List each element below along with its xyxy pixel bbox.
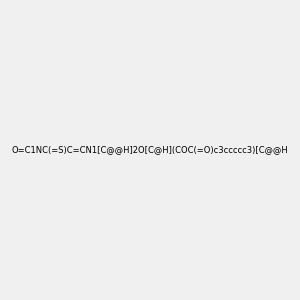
Text: O=C1NC(=S)C=CN1[C@@H]2O[C@H](COC(=O)c3ccccc3)[C@@H: O=C1NC(=S)C=CN1[C@@H]2O[C@H](COC(=O)c3cc… <box>12 146 288 154</box>
